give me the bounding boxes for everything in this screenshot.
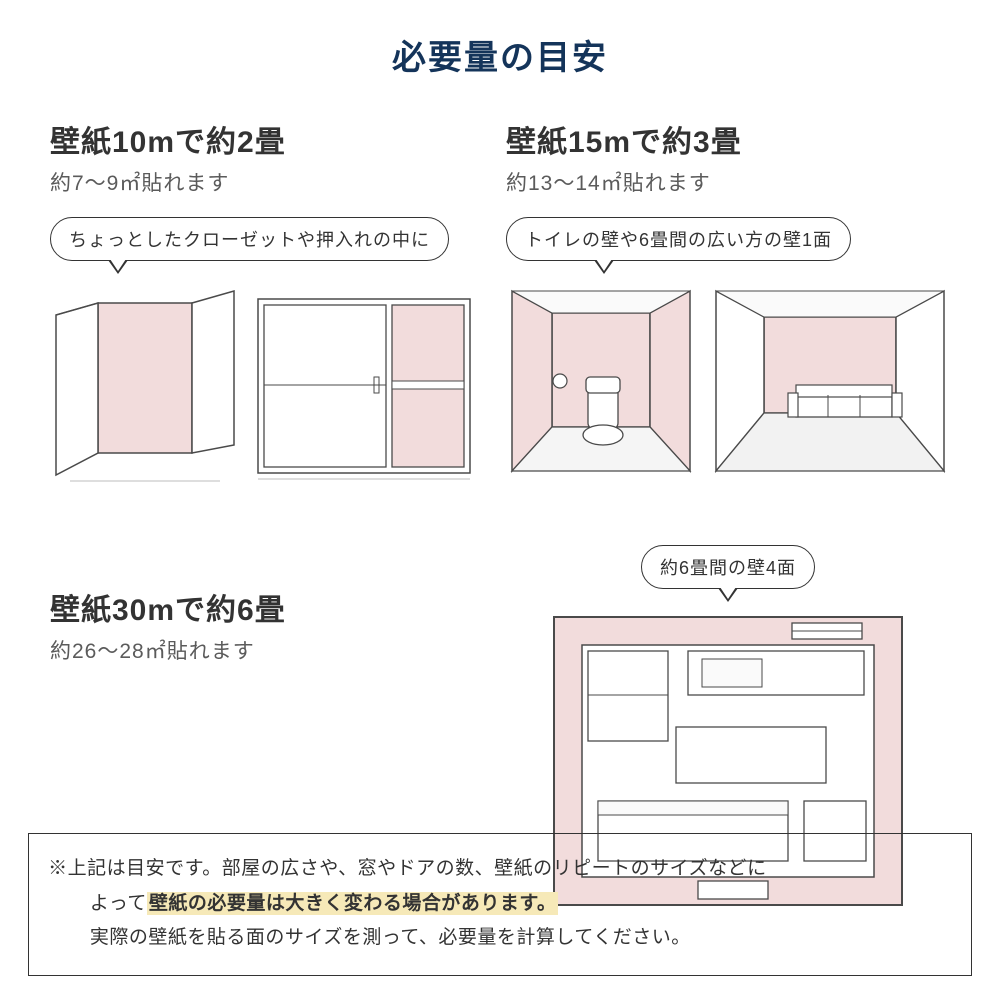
section-15m: 壁紙15mで約3畳 約13～14㎡貼れます トイレの壁や6畳間の広い方の壁1面 — [506, 117, 950, 485]
heading-10m: 壁紙10mで約2畳 — [50, 117, 486, 161]
bubble-tail-icon — [594, 260, 614, 274]
sub-15m: 約13～14㎡貼れます — [506, 167, 950, 197]
illustration-row-10m — [50, 285, 486, 485]
sub-10m: 約7～9㎡貼れます — [50, 167, 486, 197]
toilet-room-illustration-icon — [506, 285, 696, 485]
footer-line-3: 実際の壁紙を貼る面のサイズを測って、必要量を計算してください。 — [69, 921, 949, 955]
page-title: 必要量の目安 — [0, 0, 1000, 79]
room-one-wall-illustration-icon — [710, 285, 950, 485]
footer-highlight: 壁紙の必要量は大きく変わる場合があります。 — [147, 892, 559, 915]
oshiire-illustration-icon — [254, 285, 474, 485]
bubble-10m: ちょっとしたクローゼットや押入れの中に — [50, 217, 449, 261]
section-10m: 壁紙10mで約2畳 約7～9㎡貼れます ちょっとしたクローゼットや押入れの中に — [50, 117, 486, 485]
sub-30m: 約26～28㎡貼れます — [50, 635, 486, 665]
footer-note: ※上記は目安です。部屋の広さや、窓やドアの数、壁紙のリピートのサイズなどに よっ… — [28, 833, 972, 976]
heading-30m: 壁紙30mで約6畳 — [50, 585, 486, 629]
closet-illustration-icon — [50, 285, 240, 485]
bubble-wrap-6tatami: 約6畳間の壁4面 — [641, 545, 815, 589]
footer-line-2a: よって — [90, 893, 147, 914]
bubble-tail-icon — [718, 588, 738, 602]
content-grid: 壁紙10mで約2畳 約7～9㎡貼れます ちょっとしたクローゼットや押入れの中に — [0, 79, 1000, 911]
bubble-tail-icon — [108, 260, 128, 274]
bubble-wrap-10m: ちょっとしたクローゼットや押入れの中に — [50, 217, 486, 261]
heading-15m: 壁紙15mで約3畳 — [506, 117, 950, 161]
bubble-wrap-15m: トイレの壁や6畳間の広い方の壁1面 — [506, 217, 950, 261]
bubble-15m: トイレの壁や6畳間の広い方の壁1面 — [506, 217, 851, 261]
footer-line-2: よって壁紙の必要量は大きく変わる場合があります。 — [69, 887, 949, 921]
bubble-6tatami: 約6畳間の壁4面 — [641, 545, 815, 589]
footer-line-1: ※上記は目安です。部屋の広さや、窓やドアの数、壁紙のリピートのサイズなどに — [69, 852, 949, 886]
illustration-row-15m — [506, 285, 950, 485]
